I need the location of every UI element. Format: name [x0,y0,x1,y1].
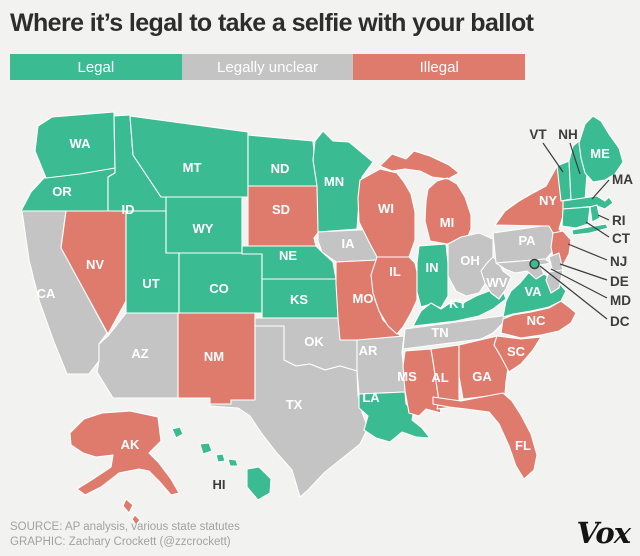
state-label-NC: NC [527,313,546,328]
state-label-WA: WA [70,136,92,151]
state-MI [379,150,472,245]
state-label-MI: MI [440,215,454,230]
state-label-WV: WV [487,275,508,290]
state-label-CO: CO [209,281,229,296]
state-label-IL: IL [389,264,401,279]
legend-item-legal: Legal [10,54,182,80]
state-WV [480,256,512,300]
state-label-SC: SC [507,344,526,359]
state-HI [171,426,272,501]
state-label-OK: OK [304,334,324,349]
state-label-ND: ND [271,161,290,176]
state-SC [493,335,542,373]
state-MD [495,258,564,294]
state-label-GA: GA [472,369,492,384]
state-IL [370,256,418,335]
state-label-AR: AR [359,343,378,358]
state-label-ME: ME [590,146,610,161]
callout-label-VT: VT [529,127,547,142]
state-label-NM: NM [204,349,224,364]
state-WA [34,111,116,179]
state-label-IN: IN [426,260,439,275]
state-label-UT: UT [142,276,159,291]
state-label-OR: OR [52,184,72,199]
state-label-MS: MS [397,369,417,384]
state-label-LA: LA [362,390,380,405]
callout-line-CT [585,221,610,238]
callout-label-DE: DE [610,274,629,289]
state-FL [432,392,538,480]
state-label-IA: IA [342,236,356,251]
state-label-VA: VA [524,284,542,299]
callout-line-NJ [567,243,608,261]
state-label-FL: FL [515,438,531,453]
vox-logo: Vox [576,516,631,550]
graphic-credit: GRAPHIC: Zachary Crockett (@zzcrockett) [10,536,231,549]
state-KY [412,285,507,327]
state-label-AK: AK [121,437,140,452]
state-label-OH: OH [460,253,480,268]
state-ME [578,115,624,183]
state-IN [416,243,449,309]
source-credit: SOURCE: AP analysis, various state statu… [10,520,240,533]
state-AK [69,410,180,526]
state-label-MO: MO [353,291,374,306]
state-label-ID: ID [122,202,135,217]
legend-label-legal: Legal [77,58,115,76]
state-label-HI: HI [213,477,226,492]
state-label-PA: PA [518,233,536,248]
state-NC [500,300,577,339]
callout-line-DC [539,265,608,320]
state-label-NV: NV [86,257,104,272]
state-label-KY: KY [449,296,467,311]
callout-line-VT [542,142,564,173]
callout-label-DC: DC [610,314,630,329]
state-label-NY: NY [539,193,557,208]
legend: Legal Legally unclear Illegal [10,54,526,80]
legend-item-legally-unclear: Legally unclear [181,54,354,80]
callout-label-RI: RI [612,213,626,228]
credits: SOURCE: AP analysis, various state statu… [10,520,240,551]
callout-line-MA [591,179,610,200]
dc-marker-dot [529,258,540,270]
callout-label-NJ: NJ [610,254,627,269]
state-label-MT: MT [183,160,202,175]
state-label-NE: NE [279,248,297,263]
state-RI [589,204,601,223]
callout-line-RI [597,214,610,221]
state-label-TN: TN [431,325,448,340]
page-title: Where it’s legal to take a selfie with y… [10,9,534,37]
callout-label-MA: MA [612,172,633,187]
legend-label-illegal: Illegal [419,58,459,76]
state-label-MN: MN [324,174,344,189]
state-WI [357,168,416,258]
state-TX [209,325,369,498]
legend-item-illegal: Illegal [353,54,526,80]
state-label-WI: WI [378,201,394,216]
state-label-TX: TX [286,397,303,412]
callout-line-NH [569,142,581,175]
state-label-CA: CA [37,286,56,301]
state-CT [561,206,609,236]
state-label-WY: WY [193,221,214,236]
state-TN [402,310,510,350]
callout-line-MD [550,268,608,299]
state-label-AZ: AZ [131,346,148,361]
legend-label-legally-unclear: Legally unclear [217,58,318,76]
state-label-AL: AL [431,370,448,385]
callout-label-CT: CT [612,231,631,246]
state-label-KS: KS [290,292,308,307]
callout-label-NH: NH [558,127,578,142]
callout-line-DE [559,263,608,281]
state-label-SD: SD [272,202,290,217]
callout-label-MD: MD [610,293,631,308]
